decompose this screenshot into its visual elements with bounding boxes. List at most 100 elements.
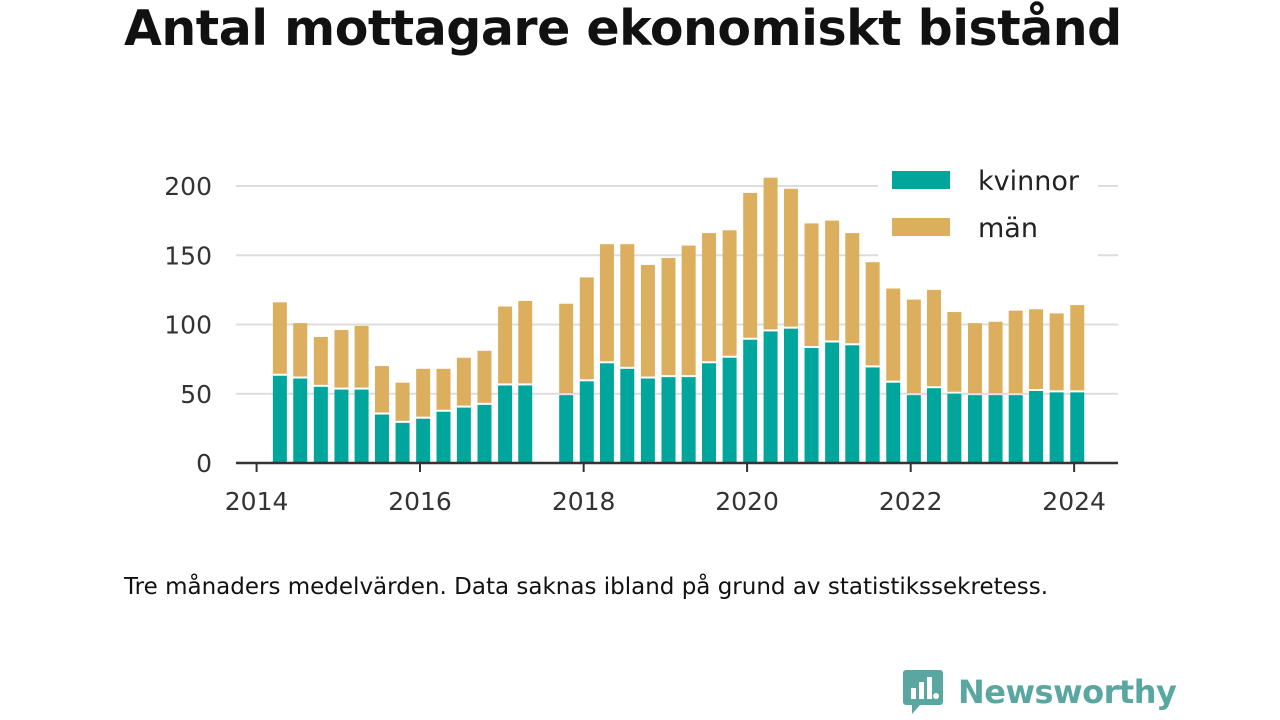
bar-kvinnor xyxy=(518,385,533,463)
bar-man xyxy=(681,245,696,376)
bar-kvinnor xyxy=(661,377,676,463)
bar-kvinnor xyxy=(354,389,369,463)
bar-man xyxy=(436,368,451,410)
bar-kvinnor xyxy=(1070,392,1085,463)
bar-man xyxy=(886,288,901,381)
x-tick-label: 2014 xyxy=(225,487,289,516)
bar-man xyxy=(293,323,308,377)
bar-kvinnor xyxy=(477,404,492,463)
y-tick-label: 200 xyxy=(164,172,212,201)
bar-man xyxy=(804,223,819,347)
bar-man xyxy=(416,368,431,417)
chart-title: Antal mottagare ekonomiskt bistånd xyxy=(124,0,1122,57)
bar-kvinnor xyxy=(620,368,635,463)
bar-kvinnor xyxy=(1049,392,1064,463)
legend: kvinnor män xyxy=(878,162,1098,260)
bar-man xyxy=(1008,310,1023,394)
bar-man xyxy=(1049,313,1064,391)
brand-name: Newsworthy xyxy=(958,673,1177,711)
x-tick-label: 2018 xyxy=(552,487,616,516)
bar-man xyxy=(334,330,349,388)
bar-kvinnor xyxy=(436,411,451,463)
bar-man xyxy=(498,306,513,384)
bar-kvinnor xyxy=(988,395,1003,463)
x-tick-label: 2020 xyxy=(715,487,779,516)
bar-man xyxy=(518,300,533,384)
bar-kvinnor xyxy=(702,363,717,463)
bar-man xyxy=(620,244,635,367)
bar-kvinnor xyxy=(967,395,982,463)
bar-kvinnor xyxy=(743,339,758,463)
bar-man xyxy=(865,262,880,366)
bar-man xyxy=(825,220,840,341)
bar-kvinnor xyxy=(783,328,798,463)
bar-kvinnor xyxy=(374,414,389,463)
bar-kvinnor xyxy=(293,378,308,463)
bar-kvinnor xyxy=(416,418,431,463)
bar-man xyxy=(763,177,778,330)
bar-kvinnor xyxy=(926,388,941,463)
legend-label-man: män xyxy=(978,213,1038,244)
bar-man xyxy=(783,188,798,327)
x-tick-label: 2016 xyxy=(388,487,452,516)
bar-man xyxy=(845,233,860,344)
bar-man xyxy=(559,303,574,394)
bar-kvinnor xyxy=(579,381,594,463)
bar-man xyxy=(579,277,594,380)
bar-man xyxy=(456,357,471,406)
bar-kvinnor xyxy=(825,342,840,463)
bar-man xyxy=(967,323,982,394)
y-tick-label: 50 xyxy=(180,380,212,409)
bar-kvinnor xyxy=(456,407,471,463)
bar-kvinnor xyxy=(1008,395,1023,463)
y-tick-label: 0 xyxy=(196,449,212,478)
bar-kvinnor xyxy=(906,395,921,463)
bars xyxy=(272,177,1085,463)
bar-man xyxy=(661,258,676,376)
x-tick-label: 2024 xyxy=(1042,487,1106,516)
stacked-bar-chart: 0 50 100 150 200 2014 2016 2018 2020 2022 2024 kvi… xyxy=(164,162,1118,516)
bar-kvinnor xyxy=(804,348,819,463)
bar-kvinnor xyxy=(599,363,614,463)
legend-label-kvinnor: kvinnor xyxy=(978,166,1080,197)
bar-man xyxy=(395,382,410,421)
chart-caption: Tre månaders medelvärden. Data saknas ib… xyxy=(124,574,1049,600)
newsworthy-logo-icon xyxy=(903,670,943,714)
bar-man xyxy=(947,312,962,392)
bar-man xyxy=(743,192,758,338)
bar-man xyxy=(313,336,328,385)
brand-logo: Newsworthy xyxy=(902,668,1177,716)
bar-man xyxy=(1029,309,1044,389)
bar-man xyxy=(354,325,369,388)
bar-kvinnor xyxy=(313,386,328,463)
y-tick-label: 150 xyxy=(164,241,212,270)
bar-man xyxy=(988,321,1003,394)
bar-kvinnor xyxy=(395,422,410,463)
bar-kvinnor xyxy=(947,393,962,463)
bar-kvinnor xyxy=(334,389,349,463)
y-tick-label: 100 xyxy=(164,311,212,340)
bar-kvinnor xyxy=(763,331,778,463)
bar-man xyxy=(702,233,717,362)
bar-man xyxy=(599,244,614,362)
x-tick-label: 2022 xyxy=(879,487,943,516)
bar-kvinnor xyxy=(865,367,880,463)
legend-swatch-kvinnor xyxy=(892,171,950,189)
bar-man xyxy=(722,230,737,356)
bar-kvinnor xyxy=(498,385,513,463)
legend-swatch-man xyxy=(892,218,950,236)
bar-kvinnor xyxy=(886,382,901,463)
bar-man xyxy=(1070,305,1085,391)
bar-man xyxy=(272,302,287,374)
bar-man xyxy=(906,299,921,394)
bar-kvinnor xyxy=(722,357,737,463)
bar-kvinnor xyxy=(640,378,655,463)
axes: 0 50 100 150 200 2014 2016 2018 2020 2022 2024 xyxy=(164,172,1118,516)
bar-kvinnor xyxy=(681,377,696,463)
bar-kvinnor xyxy=(272,375,287,463)
bar-man xyxy=(640,264,655,377)
bar-man xyxy=(374,366,389,413)
bar-man xyxy=(926,289,941,387)
bar-kvinnor xyxy=(845,345,860,463)
bar-kvinnor xyxy=(559,395,574,463)
